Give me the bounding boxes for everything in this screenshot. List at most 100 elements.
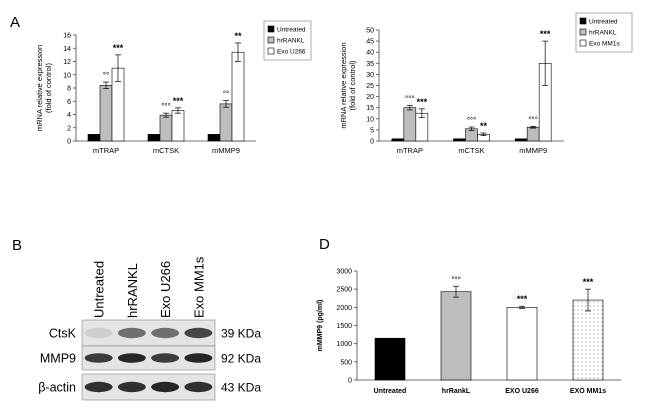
bar: [374, 337, 406, 381]
x-tick-label: EXO U266: [505, 388, 539, 395]
blot-band: [117, 381, 146, 393]
y-tick-label: 10: [63, 72, 71, 79]
legend-label: Exo MM1s: [589, 41, 620, 48]
legend-swatch: [579, 28, 587, 36]
significance-label: °°°: [467, 116, 477, 125]
x-tick-label: mTRAP: [93, 146, 119, 155]
bar: [506, 307, 538, 381]
bar: [572, 299, 604, 381]
y-tick-label: 1500: [336, 323, 352, 330]
y-axis-label: (fold of control): [348, 60, 357, 111]
blot-band: [117, 353, 146, 363]
blot-lane-label: Exo MM1s: [191, 256, 206, 318]
x-tick-label: mCTSK: [458, 146, 484, 155]
legend-swatch: [267, 36, 275, 44]
blot-protein-label: MMP9: [40, 352, 76, 366]
blot-lane-label: hrRANKL: [125, 263, 140, 318]
y-tick-label: 12: [63, 59, 71, 66]
y-tick-label: 5: [370, 127, 374, 134]
y-tick-label: 45: [366, 39, 374, 46]
bar: [514, 138, 528, 142]
significance-label: °°°: [451, 275, 461, 284]
y-tick-label: 0: [348, 378, 352, 385]
bar: [219, 103, 233, 142]
chart-a-right: 0 5 10 15 20 25 30 35 40 45 50 mRNA relative expres…: [339, 12, 633, 155]
x-tick-label: Untreated: [374, 388, 407, 395]
blot-band: [84, 381, 113, 393]
blot-size-label: 43 KDa: [221, 381, 261, 395]
blot-size-label: 39 KDa: [221, 327, 261, 341]
western-blot: Untreated hrRANKL Exo U266 Exo MM1s CtsK 39 K…: [38, 256, 261, 401]
blot-size-label: 92 KDa: [221, 352, 261, 366]
significance-label: **: [480, 121, 488, 131]
legend-label: Untreated: [277, 27, 306, 34]
legend-swatch: [267, 47, 275, 55]
y-tick-label: 500: [340, 359, 352, 366]
y-axis-label: mRNA relative expression: [35, 45, 44, 131]
bar: [87, 134, 101, 142]
y-tick-label: 16: [63, 33, 71, 40]
significance-label: °°: [103, 71, 109, 80]
y-tick-label: 35: [366, 61, 374, 68]
y-tick-label: 8: [67, 86, 71, 93]
legend-label: hrRANKL: [277, 38, 305, 45]
blot-band: [117, 327, 146, 339]
bar: [171, 110, 185, 142]
bar: [391, 138, 405, 142]
legend-label: Untreated: [589, 19, 618, 26]
y-axis-label: (fold of control): [44, 62, 53, 113]
y-axis-label: mRNA relative expression: [339, 42, 348, 128]
y-tick-label: 4: [67, 112, 71, 119]
y-tick-label: 0: [370, 139, 374, 146]
x-tick-label: EXO MM1s: [570, 388, 606, 395]
significance-label: ***: [173, 96, 184, 106]
blot-band: [151, 381, 180, 393]
x-tick-label: mMMP9: [212, 146, 240, 155]
significance-label: ***: [540, 29, 551, 39]
blot-band: [184, 381, 213, 393]
y-tick-label: 6: [67, 99, 71, 106]
legend-label: Exo U266: [277, 49, 306, 56]
y-tick-label: 15: [366, 105, 374, 112]
y-tick-label: 10: [366, 116, 374, 123]
panel-label-b: B: [12, 237, 22, 254]
chart-a-left: 0 2 4 6 8 10 12 14 16 mRNA relative expression (fo…: [35, 20, 312, 155]
panel-label-a: A: [10, 14, 20, 31]
bar: [403, 107, 417, 142]
significance-label: ***: [517, 294, 528, 304]
panel-label-d: D: [319, 236, 330, 253]
legend-swatch: [579, 17, 587, 25]
blot-band: [184, 353, 213, 363]
bar: [147, 134, 161, 142]
blot-band: [84, 353, 113, 363]
legend: Untreated hrRANKL Exo U266: [263, 20, 312, 61]
y-tick-label: 25: [366, 83, 374, 90]
x-tick-label: mMMP9: [519, 146, 547, 155]
y-tick-label: 40: [366, 50, 374, 57]
significance-label: **: [234, 31, 242, 41]
significance-label: °°°: [161, 102, 171, 111]
x-tick-label: mTRAP: [397, 146, 423, 155]
x-tick-label: hrRankL: [442, 388, 471, 395]
y-tick-label: 3000: [336, 269, 352, 276]
chart-d: 0 500 1000 1500 2000 2500 3000 mMMP9 (pg/ml) Unt…: [317, 269, 621, 395]
y-tick-label: 2: [67, 125, 71, 132]
blot-protein-label: β-actin: [38, 381, 76, 395]
blot-band: [84, 327, 113, 339]
bar: [231, 51, 245, 142]
y-tick-label: 50: [366, 28, 374, 35]
legend: Untreated hrRANKL Exo MM1s: [575, 12, 633, 53]
y-tick-label: 14: [63, 46, 71, 53]
y-tick-label: 2500: [336, 287, 352, 294]
y-tick-label: 0: [67, 139, 71, 146]
bar: [440, 291, 472, 381]
x-tick-label: mCTSK: [153, 146, 179, 155]
bar: [207, 134, 221, 142]
significance-label: °°: [223, 90, 229, 99]
legend-label: hrRANKL: [589, 30, 617, 37]
blot-band: [151, 327, 180, 339]
blot-protein-label: CtsK: [49, 327, 77, 341]
legend-swatch: [579, 39, 587, 47]
blot-band: [184, 327, 213, 339]
bar: [526, 126, 540, 142]
